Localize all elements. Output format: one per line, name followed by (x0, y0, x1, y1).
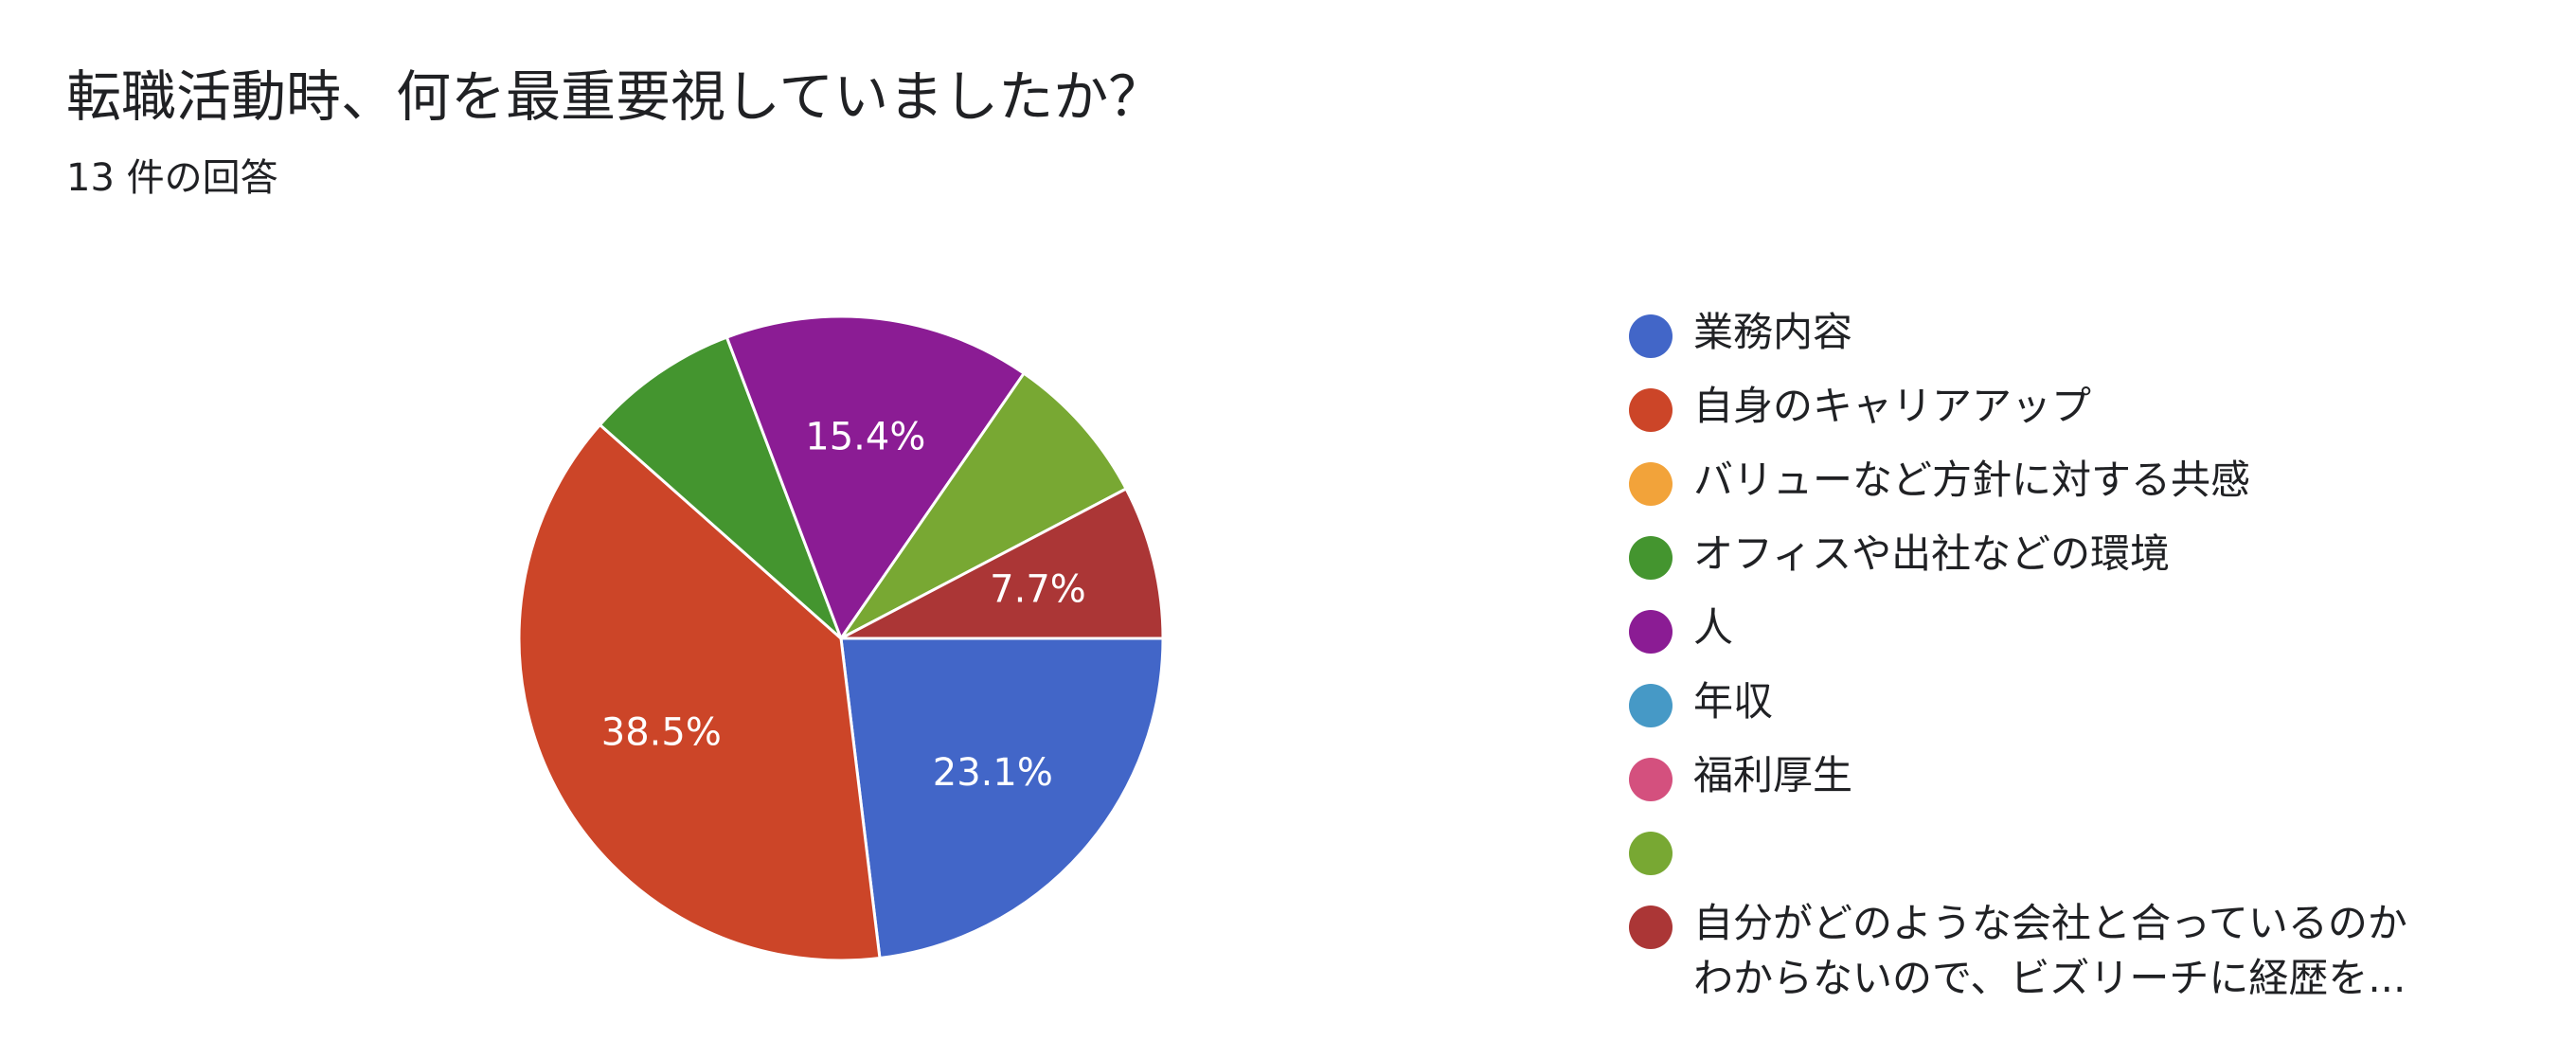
slice-value-label-4: 15.4% (805, 415, 925, 458)
pie-slice-0 (839, 637, 1165, 960)
legend-label-5: 年収 (1693, 678, 1774, 725)
legend-item-0[interactable]: 業務内容 (1629, 305, 2538, 360)
legend-item-4[interactable]: 人 (1629, 601, 2538, 655)
slice-value-label-1: 38.5% (601, 711, 722, 755)
response-count: 13 件の回答 (66, 156, 278, 200)
legend-item-1[interactable]: 自身のキャリアアップ (1629, 379, 2538, 434)
legend-swatch-1 (1629, 388, 1673, 432)
legend-item-2[interactable]: バリューなど方針に対する共感 (1629, 453, 2538, 508)
legend-label-0: 業務内容 (1693, 309, 1853, 355)
legend-label-6: 福利厚生 (1693, 752, 1853, 798)
slice-value-label-0: 23.1% (933, 751, 1053, 795)
legend-label-1: 自身のキャリアアップ (1693, 383, 2092, 429)
legend-swatch-7 (1629, 832, 1673, 875)
pie-slice-8 (840, 486, 1165, 640)
legend-item-7[interactable] (1629, 822, 2538, 877)
legend-swatch-6 (1629, 758, 1673, 801)
legend-item-3[interactable]: オフィスや出社などの環境 (1629, 527, 2538, 582)
legend-label-4: 人 (1693, 604, 1734, 651)
legend-swatch-3 (1629, 536, 1673, 580)
legend-swatch-0 (1629, 314, 1673, 358)
pie-slice-4 (724, 314, 1027, 642)
pie-chart: 23.1% 38.5% 15.4% 7.7% (517, 314, 1165, 962)
legend-item-8[interactable]: 自分がどのような会社と合っているのか わからないので、ビズリーチに経歴を... (1629, 896, 2538, 1006)
legend-label-2: バリューなど方針に対する共感 (1693, 457, 2251, 503)
pie-slice-1 (517, 422, 882, 962)
legend-swatch-4 (1629, 610, 1673, 654)
legend-swatch-8 (1629, 906, 1673, 949)
chart-title: 転職活動時、何を最重要視していましたか？ (66, 64, 1164, 129)
pie-slice-3 (598, 335, 843, 640)
legend-swatch-2 (1629, 462, 1673, 506)
legend-item-6[interactable]: 福利厚生 (1629, 748, 2538, 803)
legend-item-5[interactable]: 年収 (1629, 674, 2538, 729)
slice-value-label-8: 7.7% (990, 568, 1086, 612)
legend-label-8: 自分がどのような会社と合っているのか わからないので、ビズリーチに経歴を... (1693, 900, 2407, 1001)
legend-label-3: オフィスや出社などの環境 (1693, 530, 2171, 577)
legend-swatch-5 (1629, 684, 1673, 727)
chart-legend: 業務内容自身のキャリアアップバリューなど方針に対する共感 オフィスや出社などの環境… (1629, 305, 2538, 1025)
pie-slice-7 (839, 371, 1129, 640)
